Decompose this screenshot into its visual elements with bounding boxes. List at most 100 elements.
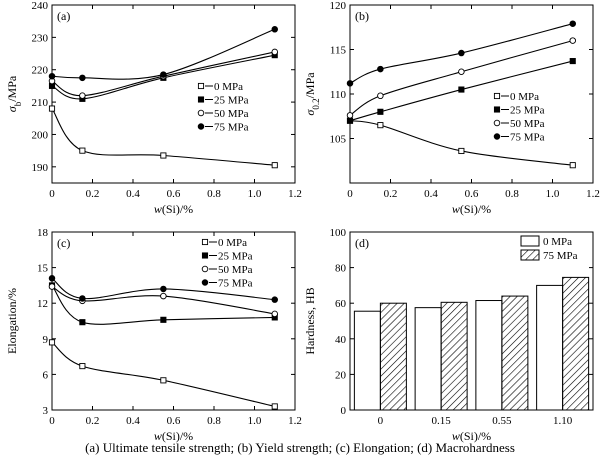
x-tick-label: 0.6 [167,188,181,200]
data-point [569,162,576,169]
x-tick-label: 0.2 [384,188,398,200]
data-point [377,65,384,73]
series-line [349,40,573,116]
data-point [271,26,279,33]
x-tick-label: 1.0 [248,415,262,427]
y-axis-label: Elongation/% [5,288,19,354]
data-point [346,117,354,124]
y-tick-label: 12 [37,298,48,310]
legend-swatch [520,235,540,247]
legend-marker [197,109,205,117]
y-tick-label: 240 [32,0,49,12]
x-tick-label: 0.15 [432,415,452,427]
y-tick-label: 220 [32,65,49,77]
y-tick-label: 3 [43,405,49,417]
bar [562,276,590,411]
x-axis-label: w(Si)/% [154,429,193,443]
series-line [349,23,573,84]
y-tick-label: 15 [37,263,49,275]
y-tick-label: 0 [341,405,347,417]
y-axis-label: Hardness, HB [303,287,317,354]
x-tick-label: 0.2 [86,188,100,200]
legend-marker [197,123,205,130]
bar [353,310,381,411]
y-tick-label: 200 [32,129,49,141]
data-point [48,72,56,80]
chart-panel-b: (b) 0 0.2 0.4 0.6 0.8 1.0 1.2 105 110 115 120 w(Si)/… [303,0,600,216]
x-tick-label: 1.2 [586,188,600,200]
bar [536,284,564,411]
data-point [377,108,384,115]
x-tick-label: 0.8 [505,188,519,200]
data-point [271,162,278,169]
y-axis-label: σ0.2/MPa [303,72,321,116]
data-point [79,295,86,302]
data-point [377,92,384,100]
y-tick-label: 20 [335,369,347,381]
legend-marker [493,106,501,113]
legend-marker [201,279,209,286]
data-point [569,37,577,44]
data-point [160,377,167,384]
y-tick-label: 120 [330,0,347,12]
series-line [51,285,275,325]
data-point [271,48,279,56]
panel-label: (b) [355,9,369,23]
data-point [79,319,86,326]
legend-label: 0 MPa [543,236,572,248]
x-tick-label: 0.6 [465,188,479,200]
series-line [51,28,275,80]
legend-label: 0 MPa [510,91,539,103]
y-tick-label: 110 [330,89,347,101]
data-point [458,68,465,75]
legend-label: 75 MPa [543,250,578,262]
y-tick-label: 210 [32,97,49,109]
y-tick-label: 105 [330,134,347,146]
y-tick-label: 18 [37,227,49,239]
series-3 [346,20,577,87]
legend-label: 0 MPa [214,81,243,93]
y-tick-label: 80 [335,263,347,275]
x-tick-label: 0 [49,415,55,427]
data-point [458,49,465,57]
legend: 0 MPa 75 MPa [520,235,578,262]
legend-marker [201,252,209,259]
series-line [349,60,573,122]
data-point [569,58,576,65]
chart-panel-a: (a) 0 0.2 0.4 0.6 0.8 1.0 1.2 190 200 210 220 230 240… [5,0,302,216]
bar [379,302,407,411]
y-tick-label: 115 [330,45,347,57]
x-tick-label: 0 [347,188,353,200]
series-line [51,277,275,301]
plot-frame [349,231,594,411]
legend-label: 0 MPa [218,237,247,249]
chart-panel-d: (d) 0 20 40 60 80 100 0 0.15 0.55 1.10 w(Si)/% Hardn… [303,227,594,443]
data-point [48,275,56,282]
x-tick-label: 0.6 [167,415,181,427]
data-point [271,310,279,318]
series-line [51,54,275,100]
chart-panel-c: (c) 0 0.2 0.4 0.6 0.8 1.0 1.2 3 6 9 12 15 18 w(Si)/% El… [5,227,302,443]
bar [475,300,503,411]
x-tick-label: 0 [378,415,384,427]
data-point [271,403,278,410]
series-0 [48,339,278,410]
y-tick-label: 6 [43,369,49,381]
data-point [346,112,354,119]
data-point [160,316,167,323]
data-point [271,296,279,303]
series-line [51,108,275,166]
data-point [48,105,56,112]
x-tick-label: 0.55 [492,415,512,427]
legend-marker [201,265,209,273]
y-tick-label: 9 [43,334,49,346]
series-2 [48,283,279,318]
y-tick-label: 40 [335,334,347,346]
series-3 [48,275,279,303]
legend-label: 25 MPa [214,95,249,107]
x-tick-label: 0.4 [424,188,438,200]
legend-label: 75 MPa [510,132,545,144]
